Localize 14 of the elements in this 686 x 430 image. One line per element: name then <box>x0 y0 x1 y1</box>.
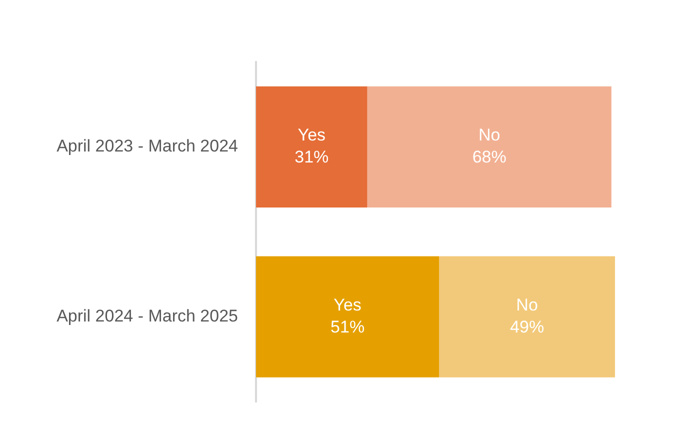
bar <box>256 86 368 208</box>
data-label: 51% <box>330 318 365 337</box>
bar <box>256 256 440 378</box>
y-tick-label: April 2024 - March 2025 <box>56 306 238 326</box>
bar <box>367 86 612 208</box>
data-label: 68% <box>472 148 506 167</box>
bar <box>439 256 615 378</box>
text: Yes <box>334 296 362 315</box>
text: No <box>516 296 538 315</box>
data-label: 31% <box>294 148 329 167</box>
y-tick-label: April 2023 - March 2024 <box>56 136 238 156</box>
data-label: 49% <box>510 318 544 337</box>
series-label: Yes <box>298 126 326 145</box>
series-label: No <box>478 126 500 145</box>
